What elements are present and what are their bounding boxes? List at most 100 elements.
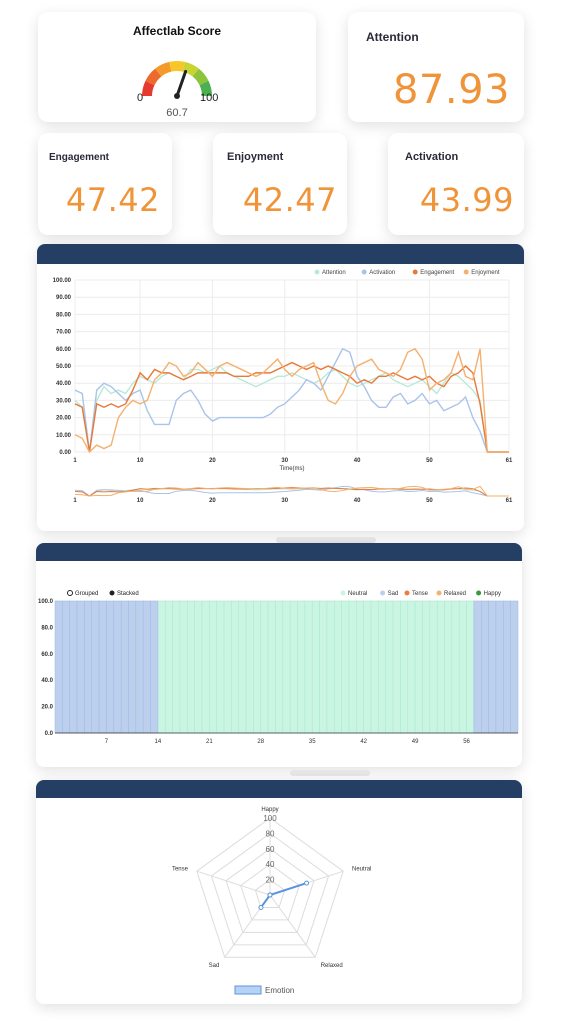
y-tick-label: 10.00	[56, 433, 72, 439]
radar-axis-label: Happy	[261, 807, 278, 813]
y-tick-label: 20.00	[56, 416, 72, 422]
attention-card: Attention 87.93	[348, 12, 524, 122]
bar-neutral	[400, 600, 409, 734]
bar-neutral	[334, 600, 342, 734]
x-tick-label: 21	[206, 739, 213, 745]
grouped-radio	[67, 590, 73, 596]
score-value: 60.7	[166, 107, 188, 119]
x-axis-label: Time(ms)	[279, 466, 304, 472]
bar-neutral	[267, 600, 276, 734]
x-tick-label: 30	[281, 458, 288, 464]
panel-resize-handle[interactable]	[276, 537, 376, 543]
line-chart: 100.0090.0080.0070.0060.0050.0040.0030.0…	[53, 269, 513, 504]
legend-marker	[404, 590, 410, 596]
affectlab-score-card: Affectlab Score 0 100 60.7	[38, 12, 316, 122]
legend-marker	[463, 269, 469, 275]
bar-neutral	[187, 600, 195, 734]
activation-title: Activation	[405, 151, 459, 163]
bar-sad	[481, 600, 489, 734]
radar-r-tick: 40	[266, 860, 275, 869]
enjoyment-title: Enjoyment	[227, 151, 284, 163]
score-gauge	[142, 61, 212, 99]
bar-neutral	[311, 600, 320, 734]
x-tick-label: 7	[105, 739, 109, 745]
bar-neutral	[172, 600, 181, 734]
grouped-label: Grouped	[75, 591, 98, 597]
bar-neutral	[326, 600, 335, 734]
bar-neutral	[289, 600, 298, 734]
legend-marker	[380, 590, 386, 596]
y-tick-label: 90.00	[56, 295, 72, 301]
bar-neutral	[157, 600, 166, 734]
emotion-radar-chart: Happy Neutral Relaxed Sad Tense 100 80 60 40 20 Em…	[172, 807, 371, 995]
bar-sad	[113, 600, 122, 734]
gauge-segment	[142, 80, 155, 97]
bar-neutral	[260, 600, 269, 734]
navigator-line	[74, 485, 509, 497]
gauge-segment	[182, 61, 199, 77]
navigator-tick-label: 1	[73, 498, 77, 504]
radar-spoke	[269, 894, 316, 958]
panel-resize-handle-2[interactable]	[290, 770, 370, 776]
gauge-segment	[199, 80, 212, 97]
bar-sad	[128, 600, 137, 734]
score-max-label: 100	[200, 92, 219, 104]
y-tick-label: 50.00	[56, 364, 72, 370]
radar-point	[258, 904, 264, 910]
enjoyment-card: Enjoyment 42.47	[213, 133, 347, 235]
bar-neutral	[356, 600, 364, 734]
radar-r-tick: 80	[266, 829, 275, 838]
bar-sad	[150, 600, 159, 734]
bar-neutral	[209, 600, 217, 734]
bar-sad	[91, 600, 100, 734]
bar-neutral	[385, 600, 394, 734]
bar-sad	[62, 600, 70, 734]
bar-sad	[106, 600, 115, 734]
bar-neutral	[194, 600, 203, 734]
x-tick-label: 10	[137, 458, 144, 464]
bar-neutral	[164, 600, 173, 734]
gauge-hub	[174, 93, 180, 99]
x-tick-label: 50	[426, 458, 433, 464]
legend-marker	[361, 269, 367, 275]
bar-sad	[69, 600, 78, 734]
y-tick-label: 80.00	[56, 312, 72, 318]
engagement-title: Engagement	[49, 152, 110, 163]
radar-axis-label: Sad	[209, 963, 220, 969]
bar-sad	[510, 600, 519, 734]
legend-marker	[340, 590, 346, 596]
navigator-line	[74, 485, 509, 497]
series-line-enjoyment	[74, 347, 509, 454]
engagement-card: Engagement 47.42	[38, 133, 172, 235]
gauge-segment	[192, 68, 209, 86]
x-tick-label: 49	[412, 739, 419, 745]
x-tick-label: 61	[506, 458, 513, 464]
radar-grid-ring	[254, 878, 286, 908]
bar-sad	[495, 600, 504, 734]
gauge-segment	[145, 68, 162, 86]
bar-neutral	[231, 600, 239, 734]
legend-swatch-emotion	[234, 985, 262, 995]
stacked-label: Stacked	[117, 591, 139, 597]
bar-neutral	[458, 600, 467, 734]
x-tick-label: 40	[354, 458, 361, 464]
bar-neutral	[370, 600, 379, 734]
legend-label: Engagement	[420, 270, 454, 276]
radar-grid-ring	[210, 832, 330, 946]
bar-sad	[488, 600, 497, 734]
emotion-radar-panel: Happy Neutral Relaxed Sad Tense 100 80 60 40 20 Em…	[36, 780, 522, 1004]
bar-neutral	[422, 600, 431, 734]
y-tick-label: 40.00	[56, 381, 72, 387]
bar-neutral	[414, 600, 423, 734]
legend-marker	[476, 590, 482, 596]
radar-r-tick: 20	[266, 876, 275, 885]
legend-marker	[314, 269, 320, 275]
navigator-tick-label: 30	[281, 498, 288, 504]
legend-label-emotion: Emotion	[265, 986, 294, 995]
score-title: Affectlab Score	[132, 24, 222, 38]
bar-neutral	[216, 600, 225, 734]
x-tick-label: 56	[463, 739, 470, 745]
bar-neutral	[444, 600, 453, 734]
y-tick-label: 100.0	[38, 599, 54, 605]
legend-label: Relaxed	[444, 591, 466, 597]
